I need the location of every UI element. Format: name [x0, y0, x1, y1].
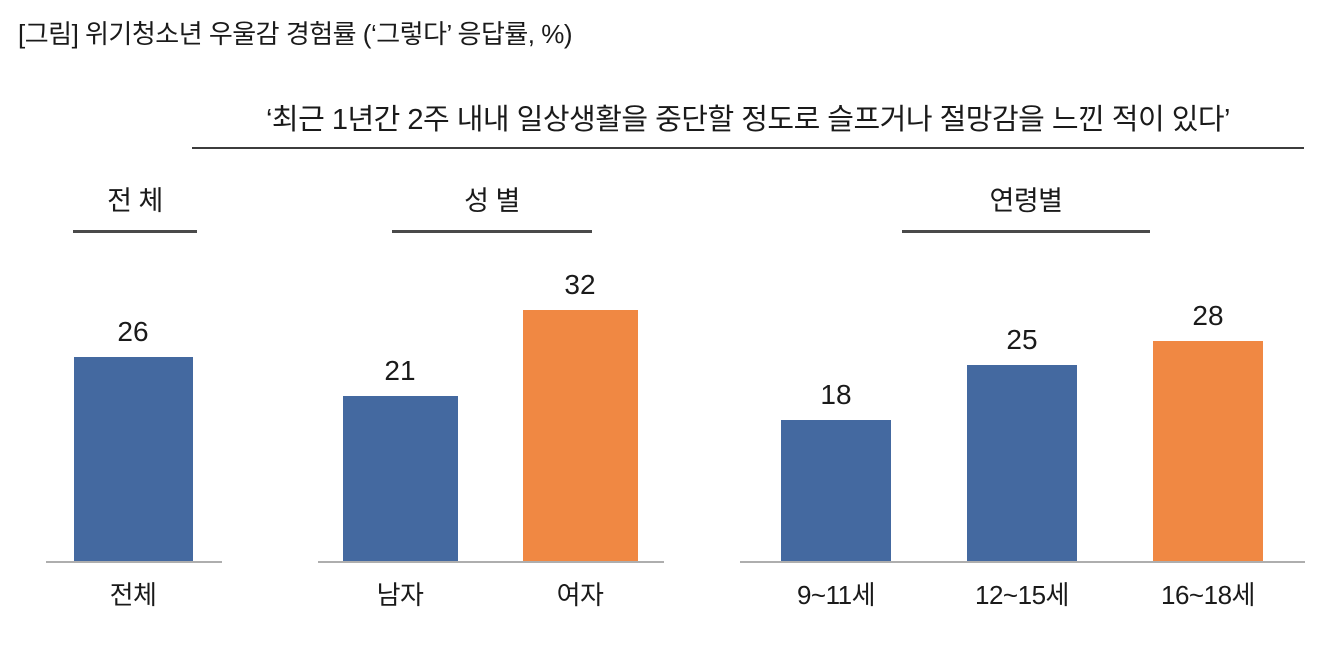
bar-value-label: 21: [384, 355, 416, 386]
bar: [522, 310, 638, 561]
bar-value-label: 32: [564, 269, 596, 300]
bar-value-label: 18: [820, 379, 852, 410]
group-header: 연령별: [989, 186, 1063, 216]
group-header: 성 별: [464, 186, 520, 216]
bar-category-label: 여자: [556, 580, 604, 610]
axis-baseline: [740, 561, 1305, 563]
bar-category-label: 남자: [376, 580, 424, 610]
figure-title: [그림] 위기청소년 우울감 경험률 (‘그렇다’ 응답률, %): [18, 19, 573, 49]
bar-value-label: 25: [1006, 324, 1038, 355]
chart-subtitle: ‘최근 1년간 2주 내내 일상생활을 중단할 정도로 슬프거나 절망감을 느낀…: [192, 96, 1304, 149]
bar: [342, 396, 458, 561]
group-header-underline: [73, 230, 197, 233]
bar: [967, 365, 1077, 561]
bar-category-label: 16~18세: [1161, 580, 1255, 610]
bar-value-label: 26: [117, 316, 149, 347]
bar-category-label: 전체: [109, 580, 157, 610]
group-header: 전 체: [107, 186, 163, 216]
bar-category-label: 12~15세: [975, 580, 1069, 610]
group-header-underline: [392, 230, 592, 233]
bar: [73, 357, 193, 561]
bar-category-label: 9~11세: [796, 580, 876, 610]
bar: [1153, 341, 1263, 561]
bar: [781, 420, 891, 561]
axis-baseline: [318, 561, 664, 563]
group-header-underline: [902, 230, 1150, 233]
axis-baseline: [46, 561, 222, 563]
bar-value-label: 28: [1192, 300, 1224, 331]
